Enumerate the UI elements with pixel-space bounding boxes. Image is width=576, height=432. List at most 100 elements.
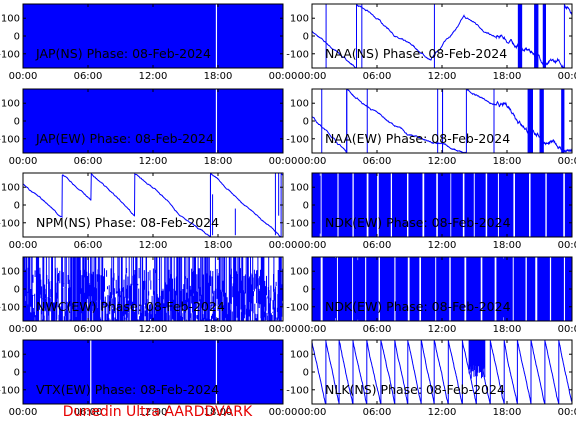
x-tick-label: 12:00 bbox=[428, 156, 457, 167]
chart-title: NLK(NS) Phase: 08-Feb-2024 bbox=[325, 382, 505, 397]
x-tick-label: 18:00 bbox=[493, 156, 522, 167]
data-gap bbox=[378, 257, 380, 321]
noise-block bbox=[534, 4, 539, 68]
x-tick-label: 00:00 bbox=[298, 71, 327, 82]
x-tick-label: 00:00 bbox=[298, 156, 327, 167]
y-tick-label: -100 bbox=[0, 49, 20, 60]
x-tick-label: 12:00 bbox=[428, 71, 457, 82]
data-gap bbox=[436, 173, 438, 237]
x-tick-label: 00:00 bbox=[9, 324, 38, 335]
x-tick-label: 06:00 bbox=[74, 324, 103, 335]
data-gap bbox=[336, 257, 338, 321]
y-tick-label: 100 bbox=[1, 14, 20, 25]
chart-panel-2: 100 0 -100 00:00 06:00 12:00 18:00 00:00 NAA(NS)… bbox=[286, 3, 576, 82]
x-tick-label: 12:00 bbox=[428, 240, 457, 251]
phase-trace bbox=[312, 340, 572, 404]
x-tick-label: 00:00 bbox=[558, 156, 576, 167]
x-tick-label: 12:00 bbox=[139, 71, 168, 82]
x-tick-label: 18:00 bbox=[493, 407, 522, 418]
x-tick-label: 00:00 bbox=[269, 156, 298, 167]
chart-panel-10: 100 0 -100 00:00 06:00 12:00 18:00 00:00 NLK(NS)… bbox=[286, 339, 576, 418]
chart-title: NDK(EW) Phase: 08-Feb-2024 bbox=[325, 215, 511, 230]
plot-area bbox=[312, 173, 572, 237]
data-gap bbox=[215, 4, 218, 68]
chart-title: JAP(EW) Phase: 08-Feb-2024 bbox=[35, 131, 214, 146]
data-gap bbox=[365, 257, 367, 321]
x-tick-label: 00:00 bbox=[298, 240, 327, 251]
data-gap bbox=[337, 173, 339, 237]
data-gap bbox=[215, 89, 218, 153]
plot-area bbox=[23, 4, 283, 68]
data-gap bbox=[513, 173, 515, 237]
y-tick-label: 100 bbox=[290, 99, 309, 110]
y-tick-label: -100 bbox=[286, 218, 309, 229]
y-tick-label: 0 bbox=[303, 32, 309, 43]
phase-trace bbox=[23, 257, 283, 321]
data-gap bbox=[435, 257, 437, 321]
x-tick-label: 18:00 bbox=[204, 71, 233, 82]
data-gap bbox=[525, 257, 527, 321]
chart-title: VTX(EW) Phase: 08-Feb-2024 bbox=[36, 382, 219, 397]
plot-area bbox=[312, 4, 572, 68]
phase-trace-fill bbox=[23, 340, 283, 404]
x-tick-label: 12:00 bbox=[428, 407, 457, 418]
chart-title: NWC(EW) Phase: 08-Feb-2024 bbox=[36, 299, 225, 314]
data-gap bbox=[320, 173, 322, 237]
x-tick-label: 12:00 bbox=[139, 240, 168, 251]
y-tick-label: -100 bbox=[286, 385, 309, 396]
data-gap bbox=[215, 340, 218, 404]
y-tick-label: 100 bbox=[1, 350, 20, 361]
y-tick-label: 0 bbox=[14, 368, 20, 379]
x-tick-label: 06:00 bbox=[363, 240, 392, 251]
data-gap bbox=[485, 173, 488, 237]
x-tick-label: 00:00 bbox=[298, 407, 327, 418]
y-tick-label: 0 bbox=[14, 285, 20, 296]
x-tick-label: 00:00 bbox=[9, 156, 38, 167]
chart-title: NAA(EW) Phase: 08-Feb-2024 bbox=[325, 131, 510, 146]
data-gap bbox=[352, 257, 354, 321]
chart-title: NAA(NS) Phase: 08-Feb-2024 bbox=[325, 46, 507, 61]
plot-area bbox=[312, 340, 572, 404]
data-gap bbox=[390, 173, 393, 237]
y-tick-label: -100 bbox=[286, 134, 309, 145]
x-tick-label: 00:00 bbox=[558, 71, 576, 82]
noise-block bbox=[542, 4, 546, 68]
data-gap bbox=[407, 257, 410, 321]
data-gap bbox=[449, 257, 451, 321]
y-tick-label: 0 bbox=[14, 201, 20, 212]
y-tick-label: 0 bbox=[303, 285, 309, 296]
data-gap bbox=[90, 340, 92, 404]
plot-area bbox=[23, 89, 283, 153]
y-tick-label: 0 bbox=[303, 368, 309, 379]
data-gap bbox=[494, 257, 497, 321]
data-gap bbox=[497, 173, 499, 237]
y-tick-label: -100 bbox=[286, 49, 309, 60]
plot-area bbox=[23, 173, 283, 237]
x-tick-label: 06:00 bbox=[74, 407, 103, 418]
chart-panel-1: 100 0 -100 00:00 06:00 12:00 18:00 00:00 JAP(NS)… bbox=[0, 3, 297, 82]
x-tick-label: 00:00 bbox=[269, 407, 298, 418]
chart-title: NPM(NS) Phase: 08-Feb-2024 bbox=[36, 215, 219, 230]
x-tick-label: 06:00 bbox=[363, 156, 392, 167]
x-tick-label: 18:00 bbox=[204, 240, 233, 251]
chart-panel-9: 100 0 -100 00:00 06:00 12:00 18:00 00:00 VTX(EW)… bbox=[0, 339, 298, 418]
noise-block bbox=[517, 4, 523, 68]
y-tick-label: -100 bbox=[0, 218, 20, 229]
data-gap bbox=[563, 173, 565, 237]
x-tick-label: 18:00 bbox=[204, 407, 233, 418]
plot-area bbox=[23, 340, 283, 404]
data-gap bbox=[366, 173, 369, 237]
x-tick-label: 18:00 bbox=[204, 324, 233, 335]
y-tick-label: 100 bbox=[290, 267, 309, 278]
data-gap bbox=[320, 257, 323, 321]
y-tick-label: -100 bbox=[0, 385, 20, 396]
footer-label: Dunedin Ultra AARDDVARK bbox=[62, 404, 253, 420]
data-gap bbox=[464, 257, 467, 321]
plot-area bbox=[312, 257, 572, 321]
chart-panel-6: 100 0 -100 00:00 06:00 12:00 18:00 00:00 NDK(EW)… bbox=[286, 172, 576, 251]
phase-trace bbox=[23, 173, 283, 237]
data-gap bbox=[473, 173, 475, 237]
data-gap bbox=[394, 257, 396, 321]
x-tick-label: 12:00 bbox=[139, 156, 168, 167]
